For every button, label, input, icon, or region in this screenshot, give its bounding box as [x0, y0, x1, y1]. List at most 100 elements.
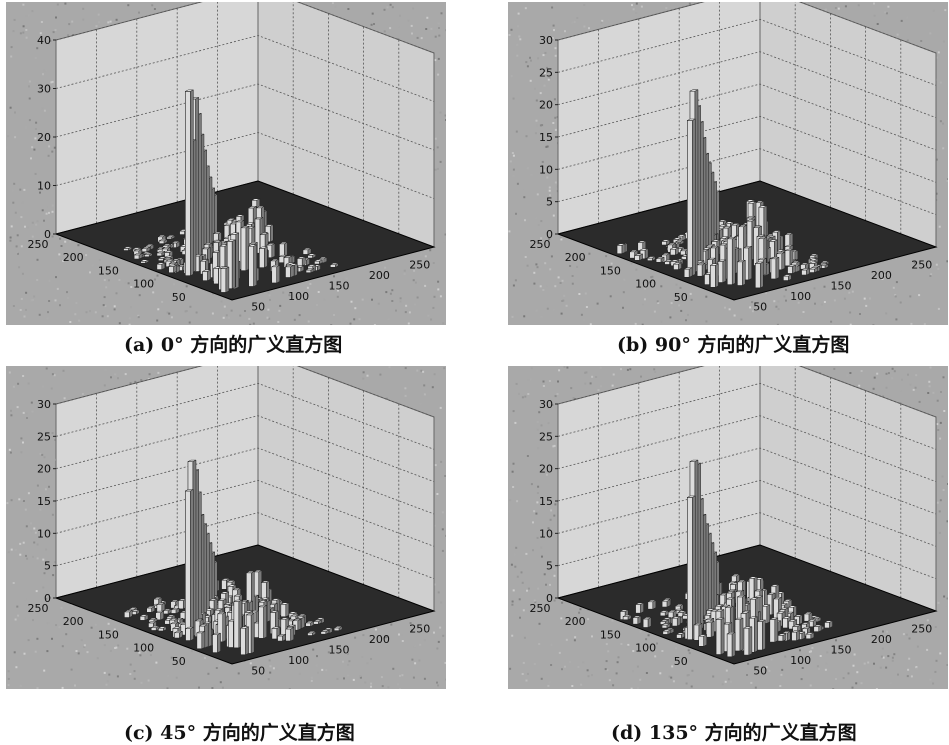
- x-tick-label: 100: [288, 654, 309, 667]
- z-tick-label: 30: [539, 34, 553, 47]
- bar: [321, 630, 329, 634]
- bar: [159, 239, 167, 243]
- caption-0-deg: (a) 0° 方向的广义直方图: [124, 330, 342, 357]
- x-tick-label: 250: [409, 622, 430, 635]
- bar: [186, 627, 194, 640]
- x-tick-label: 150: [831, 280, 852, 293]
- bar: [308, 254, 316, 258]
- bar: [259, 247, 267, 268]
- y-tick-label: 100: [635, 278, 656, 291]
- y-tick-label: 200: [565, 251, 586, 264]
- bar: [285, 265, 293, 277]
- bar: [185, 489, 193, 639]
- bar: [169, 265, 177, 273]
- z-tick-label: 25: [37, 430, 51, 443]
- x-tick-label: 50: [753, 665, 767, 678]
- z-tick-label: 10: [37, 527, 51, 540]
- bar: [623, 615, 631, 620]
- bar: [737, 260, 745, 285]
- z-tick-label: 10: [539, 163, 553, 176]
- caption-90-deg: (b) 90° 方向的广义直方图: [617, 330, 849, 357]
- bar: [672, 617, 680, 626]
- z-tick-label: 25: [539, 430, 553, 443]
- bar: [662, 624, 670, 629]
- x-tick-label: 100: [790, 290, 811, 303]
- bar: [147, 606, 155, 612]
- x-tick-label: 200: [871, 633, 892, 646]
- bar: [783, 275, 791, 281]
- z-tick-label: 20: [37, 131, 51, 144]
- bar: [727, 237, 735, 284]
- bar: [306, 621, 314, 626]
- y-tick-label: 100: [133, 642, 154, 655]
- bar: [633, 616, 641, 624]
- z-tick-label: 10: [37, 180, 51, 193]
- y-tick-label: 250: [530, 602, 551, 615]
- y-tick-label: 100: [133, 278, 154, 291]
- bar: [755, 262, 763, 288]
- bar: [259, 605, 267, 638]
- bar: [221, 267, 229, 292]
- y-tick-label: 50: [172, 291, 186, 304]
- bar: [278, 634, 286, 641]
- y-tick-label: 200: [63, 615, 84, 628]
- bar: [281, 603, 289, 617]
- bar: [297, 257, 305, 266]
- bar: [792, 631, 800, 641]
- x-tick-label: 50: [753, 301, 767, 314]
- bar: [727, 632, 735, 656]
- bar: [314, 260, 322, 264]
- bar: [286, 627, 294, 641]
- x-tick-label: 100: [790, 654, 811, 667]
- bar: [687, 119, 695, 276]
- bar: [635, 254, 643, 260]
- bar: [710, 264, 718, 288]
- z-tick-label: 30: [37, 83, 51, 96]
- z-tick-label: 5: [44, 560, 51, 573]
- bar: [806, 633, 814, 639]
- x-tick-label: 250: [911, 258, 932, 271]
- bar: [687, 496, 695, 640]
- z-tick-label: 5: [546, 560, 553, 573]
- z-tick-label: 15: [37, 495, 51, 508]
- x-tick-label: 200: [369, 269, 390, 282]
- z-tick-label: 10: [539, 527, 553, 540]
- bar: [660, 611, 668, 616]
- bar: [279, 242, 287, 256]
- y-tick-label: 50: [674, 655, 688, 668]
- bar: [636, 603, 644, 613]
- caption-135-deg: (d) 135° 方向的广义直方图: [611, 718, 857, 745]
- x-tick-label: 250: [409, 258, 430, 271]
- y-tick-label: 50: [674, 291, 688, 304]
- bar: [718, 260, 726, 283]
- y-tick-label: 100: [635, 642, 656, 655]
- bar: [684, 268, 692, 278]
- bar: [134, 253, 142, 259]
- bar: [241, 627, 249, 655]
- bar: [306, 268, 314, 272]
- z-tick-label: 15: [539, 495, 553, 508]
- x-tick-label: 150: [831, 644, 852, 657]
- z-tick-label: 30: [37, 398, 51, 411]
- x-tick-label: 200: [871, 269, 892, 282]
- caption-45-deg: (c) 45° 方向的广义直方图: [124, 718, 355, 745]
- bar: [124, 610, 132, 617]
- y-tick-label: 150: [600, 628, 621, 641]
- z-tick-label: 15: [539, 131, 553, 144]
- x-tick-label: 150: [329, 280, 350, 293]
- bar: [213, 633, 221, 652]
- y-tick-label: 50: [172, 655, 186, 668]
- bar: [674, 263, 682, 270]
- x-tick-label: 250: [911, 622, 932, 635]
- bar: [158, 627, 166, 631]
- y-tick-label: 200: [63, 251, 84, 264]
- y-tick-label: 150: [600, 264, 621, 277]
- bar: [647, 257, 655, 261]
- bar: [203, 270, 211, 281]
